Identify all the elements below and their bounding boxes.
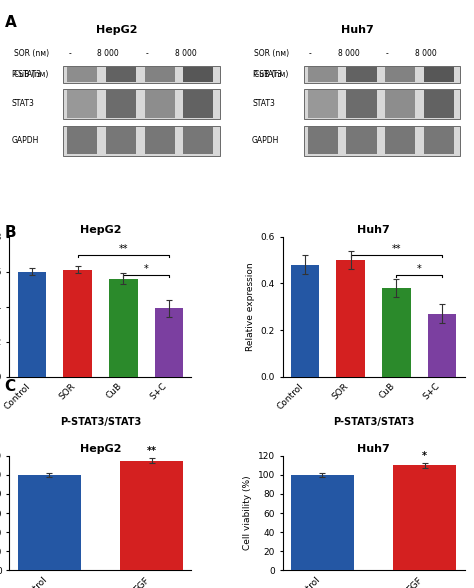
FancyBboxPatch shape (106, 91, 136, 118)
Text: CuB (nм): CuB (nм) (14, 70, 48, 79)
Text: -: - (107, 70, 109, 79)
FancyBboxPatch shape (346, 127, 376, 154)
Text: -: - (146, 49, 148, 58)
Text: -: - (386, 49, 389, 58)
Text: P-STAT3: P-STAT3 (12, 70, 42, 79)
Text: *: * (422, 450, 427, 460)
Bar (428, 314, 456, 377)
FancyBboxPatch shape (424, 68, 454, 82)
Text: -: - (309, 70, 311, 79)
X-axis label: P-STAT3/STAT3: P-STAT3/STAT3 (333, 417, 414, 427)
Text: 8 000: 8 000 (174, 49, 196, 58)
FancyBboxPatch shape (308, 127, 338, 154)
Text: 100: 100 (140, 70, 154, 79)
Text: **: ** (118, 244, 128, 254)
Text: -: - (309, 49, 311, 58)
Text: Huh7: Huh7 (341, 25, 374, 35)
Text: *: * (417, 264, 421, 274)
Text: SOR (nм): SOR (nм) (14, 49, 49, 58)
Text: 100: 100 (380, 70, 394, 79)
Text: -: - (68, 70, 71, 79)
FancyBboxPatch shape (183, 127, 213, 154)
Bar (291, 265, 319, 377)
Text: A: A (5, 15, 17, 30)
Text: P-STAT3: P-STAT3 (252, 70, 282, 79)
Bar (393, 465, 456, 570)
Y-axis label: Cell viability (%): Cell viability (%) (243, 476, 252, 550)
FancyBboxPatch shape (308, 68, 338, 82)
FancyBboxPatch shape (183, 91, 213, 118)
Text: *: * (144, 264, 148, 274)
Text: 8 000: 8 000 (97, 49, 119, 58)
FancyBboxPatch shape (303, 89, 460, 119)
FancyBboxPatch shape (424, 91, 454, 118)
FancyBboxPatch shape (303, 125, 460, 156)
FancyBboxPatch shape (145, 127, 175, 154)
Text: -: - (347, 70, 350, 79)
FancyBboxPatch shape (106, 68, 136, 82)
FancyBboxPatch shape (63, 89, 220, 119)
Bar (18, 272, 46, 377)
Bar (18, 475, 81, 570)
Text: 100: 100 (419, 70, 433, 79)
X-axis label: P-STAT3/STAT3: P-STAT3/STAT3 (60, 417, 141, 427)
Bar (109, 279, 137, 377)
Y-axis label: Relative expression: Relative expression (246, 262, 255, 351)
FancyBboxPatch shape (303, 66, 460, 83)
Bar (155, 309, 183, 377)
Bar (382, 288, 410, 377)
FancyBboxPatch shape (67, 127, 98, 154)
FancyBboxPatch shape (67, 91, 98, 118)
Text: 8 000: 8 000 (338, 49, 359, 58)
Text: **: ** (146, 446, 156, 456)
Bar (64, 270, 92, 377)
Text: STAT3: STAT3 (252, 99, 275, 108)
FancyBboxPatch shape (385, 127, 415, 154)
FancyBboxPatch shape (63, 66, 220, 83)
Title: HepG2: HepG2 (80, 443, 121, 453)
FancyBboxPatch shape (308, 91, 338, 118)
Text: 8 000: 8 000 (415, 49, 437, 58)
FancyBboxPatch shape (346, 68, 376, 82)
FancyBboxPatch shape (385, 68, 415, 82)
Bar (120, 460, 183, 570)
Bar (337, 260, 365, 377)
Text: CuB (nм): CuB (nм) (254, 70, 289, 79)
FancyBboxPatch shape (145, 91, 175, 118)
Text: -: - (68, 49, 71, 58)
FancyBboxPatch shape (106, 127, 136, 154)
Text: **: ** (392, 244, 401, 254)
Text: C: C (5, 379, 16, 395)
Text: HepG2: HepG2 (96, 25, 137, 35)
Text: GAPDH: GAPDH (12, 136, 39, 145)
FancyBboxPatch shape (424, 127, 454, 154)
Bar (291, 475, 354, 570)
Text: GAPDH: GAPDH (252, 136, 279, 145)
FancyBboxPatch shape (145, 68, 175, 82)
Title: Huh7: Huh7 (357, 225, 390, 235)
Text: STAT3: STAT3 (12, 99, 35, 108)
FancyBboxPatch shape (346, 91, 376, 118)
Text: SOR (nм): SOR (nм) (254, 49, 289, 58)
FancyBboxPatch shape (63, 125, 220, 156)
FancyBboxPatch shape (67, 68, 98, 82)
FancyBboxPatch shape (183, 68, 213, 82)
Title: Huh7: Huh7 (357, 443, 390, 453)
Text: B: B (5, 225, 17, 240)
Title: HepG2: HepG2 (80, 225, 121, 235)
Text: 100: 100 (178, 70, 193, 79)
FancyBboxPatch shape (385, 91, 415, 118)
